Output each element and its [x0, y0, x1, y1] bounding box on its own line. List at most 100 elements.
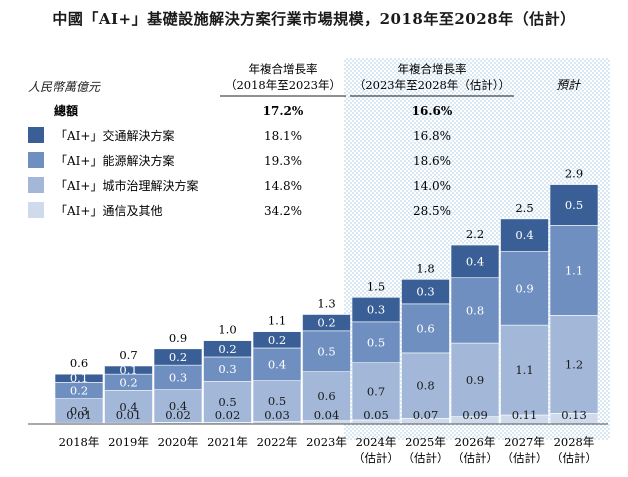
forecast-label: 預計	[556, 78, 581, 92]
x-tick-label: 2025年	[405, 435, 446, 449]
x-tick-label: 2021年	[207, 435, 248, 449]
legend-label: 「AI+」通信及其他	[55, 204, 162, 218]
segment-value-label: 0.1	[119, 363, 137, 377]
x-tick-label: （估計）	[452, 451, 498, 465]
segment-value-label: 0.2	[70, 383, 88, 397]
legend-row: 「AI+」能源解決方案 19.3% 18.6%	[28, 152, 451, 168]
x-tick-label: （估計）	[353, 451, 399, 465]
bar-stack: 0.030.5 0.4 0.2 1.1	[252, 314, 302, 425]
segment-value-label: 0.8	[416, 379, 434, 393]
segment-value-label: 0.02	[215, 408, 241, 422]
total-value-label: 1.0	[218, 323, 236, 337]
segment-value-label: 0.13	[561, 408, 587, 422]
segment-value-label: 0.3	[416, 285, 434, 299]
bar-segment	[549, 184, 599, 226]
legend-label: 「AI+」城市治理解決方案	[55, 178, 198, 193]
bar-segment	[302, 314, 351, 332]
segment-value-label: 0.8	[466, 303, 484, 317]
x-tick-label: （估計）	[551, 451, 597, 465]
bar-segment	[54, 398, 104, 424]
segment-value-label: 0.3	[169, 370, 187, 384]
bar-segment	[302, 330, 351, 372]
bar-segment	[401, 303, 450, 354]
segment-value-label: 0.07	[413, 408, 439, 422]
total-value-label: 0.6	[70, 356, 88, 370]
bar-segment	[450, 342, 500, 417]
segment-value-label: 0.3	[367, 303, 385, 317]
unit-label: 人民幣萬億元	[28, 80, 101, 94]
cagr-header-1-line1: 年複合增長率	[249, 62, 318, 76]
x-tick-label: （估計）	[502, 451, 548, 465]
segment-value-label: 1.1	[515, 363, 533, 377]
segment-value-label: 0.11	[512, 408, 538, 422]
total-value-label: 2.5	[515, 201, 533, 215]
total-value-label: 2.9	[565, 167, 583, 181]
segment-value-label: 0.4	[515, 228, 533, 242]
legend-label: 總額	[54, 103, 78, 118]
x-tick-label: 2020年	[158, 435, 199, 449]
bar-segment	[401, 352, 450, 419]
segment-value-label: 0.2	[268, 333, 286, 347]
segment-value-label: 0.4	[169, 399, 187, 413]
bar-segment	[104, 365, 153, 375]
chart-title: 中國「AI+」基礎設施解決方案行業市場規模，2018年至2028年（估計）	[52, 10, 576, 28]
segment-value-label: 0.3	[218, 362, 236, 376]
x-tick-label: 2024年	[356, 435, 397, 449]
segment-value-label: 0.2	[317, 316, 335, 330]
bar-segment	[500, 324, 549, 416]
bar-segment	[252, 380, 302, 422]
cagr-2023-2028: 14.0%	[413, 179, 451, 193]
cagr-2023-2028: 18.6%	[413, 154, 451, 168]
bar-stack: 0.07 0.8 0.6 0.3 1.8	[401, 261, 450, 425]
total-value-label: 1.3	[317, 296, 335, 310]
bar-stack: 0.010.3 0.20.10.6	[54, 356, 104, 425]
x-tick-label: 2018年	[59, 435, 100, 449]
legend-swatch	[28, 202, 44, 218]
cagr-2018-2023: 34.2%	[264, 204, 302, 218]
bar-stack: 0.020.5 0.3 0.2 1.0	[203, 323, 252, 425]
segment-value-label: 0.03	[264, 408, 290, 422]
cagr-2023-2028: 16.8%	[413, 129, 451, 143]
bar-segment	[203, 356, 252, 382]
bar-segment	[252, 347, 302, 381]
segment-value-label: 0.2	[218, 342, 236, 356]
bar-segment	[153, 389, 203, 423]
segment-value-label: 0.5	[268, 394, 286, 408]
bar-stack: 0.11 1.1 0.9 0.4 2.5	[500, 201, 549, 425]
bar-segment	[500, 218, 549, 252]
segment-value-label: 0.3	[70, 404, 88, 418]
bar-segment	[252, 331, 302, 349]
segment-value-label: 0.04	[314, 408, 340, 422]
bar-segment	[153, 348, 203, 366]
segment-value-label: 0.9	[466, 373, 484, 387]
segment-value-label: 0.09	[462, 408, 488, 422]
cagr-2023-2028: 28.5%	[413, 204, 451, 218]
bar-stack: 0.04 0.6 0.5 0.2 1.3	[302, 296, 351, 425]
cagr-2018-2023: 19.3%	[264, 154, 302, 168]
bar-segment	[450, 244, 500, 279]
segment-value-label: 1.1	[565, 263, 583, 277]
total-value-label: 1.5	[367, 279, 385, 293]
segment-value-label: 1.2	[565, 357, 583, 371]
segment-value-label: 0.5	[218, 395, 236, 409]
bar-segment	[450, 277, 500, 344]
cagr-2018-2023: 17.2%	[263, 104, 304, 118]
legend-label: 「AI+」能源解決方案	[55, 153, 174, 168]
x-tick-label: 2022年	[257, 435, 298, 449]
legend-row: 「AI+」通信及其他 34.2% 28.5%	[28, 202, 451, 218]
legend-row: 「AI+」城市治理解決方案 14.8% 14.0%	[28, 177, 451, 193]
segment-value-label: 0.01	[116, 408, 142, 422]
segment-value-label: 0.6	[317, 389, 335, 403]
bar-stack: 0.05 0.7 0.5 0.3 1.5	[351, 279, 401, 425]
legend-swatch	[28, 152, 44, 168]
cagr-header-2-line1: 年複合增長率	[398, 62, 467, 76]
segment-value-label: 0.2	[169, 350, 187, 364]
total-value-label: 2.2	[466, 227, 484, 241]
segment-value-label: 0.5	[367, 335, 385, 349]
bar-stack: 0.09 0.9 0.8 0.4 2.2	[450, 227, 500, 425]
bar-segment	[351, 297, 401, 323]
cagr-2018-2023: 18.1%	[264, 129, 302, 143]
segment-value-label: 0.6	[416, 321, 434, 335]
bar-segment	[302, 371, 351, 422]
